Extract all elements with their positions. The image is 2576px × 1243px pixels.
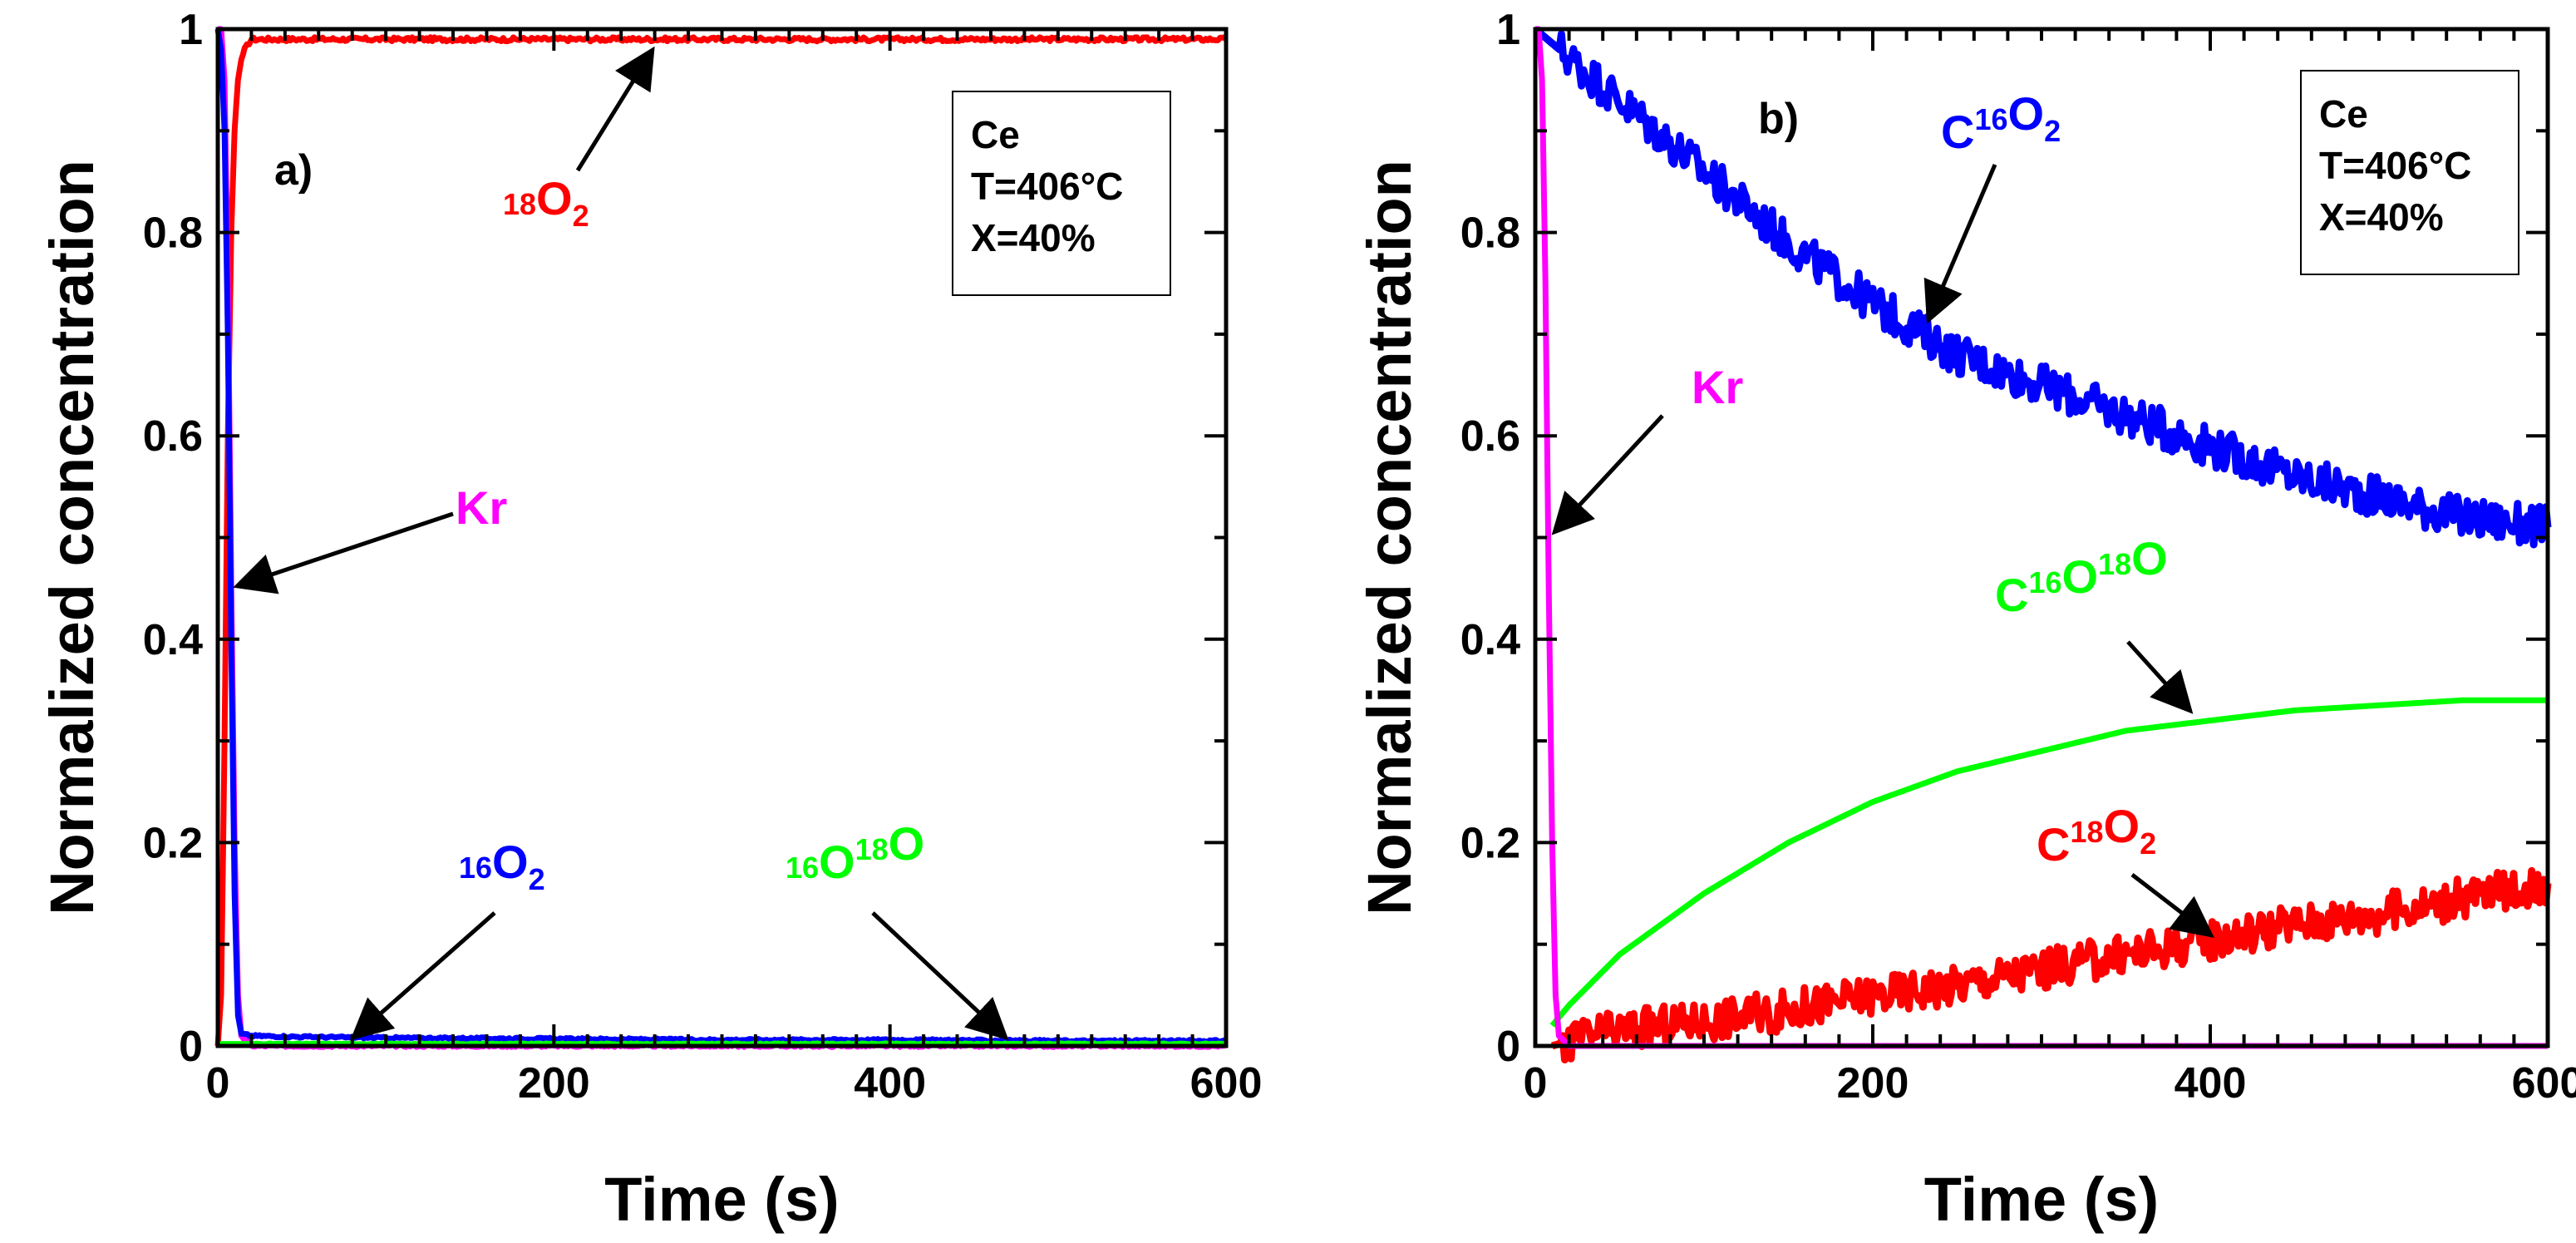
series-label-16o18o: 16O18O: [786, 817, 924, 888]
series-label-kr: Kr: [1692, 361, 1743, 413]
info-box-line: X=40%: [2319, 195, 2444, 239]
info-box-line: Ce: [2319, 92, 2368, 136]
y-tick-label: 0.8: [143, 210, 203, 258]
panel-tag: a): [274, 146, 313, 195]
x-axis-title: Time (s): [1924, 1165, 2159, 1234]
y-tick-label: 0.2: [143, 819, 203, 867]
info-box-line: X=40%: [971, 216, 1096, 259]
info-box-line: T=406°C: [2319, 144, 2471, 187]
y-tick-label: 0.6: [1460, 412, 1520, 461]
x-tick-label: 0: [206, 1059, 230, 1107]
series-line-c16o2: [1533, 26, 2552, 549]
x-axis-title: Time (s): [604, 1165, 839, 1234]
annotation-arrow: [233, 511, 454, 594]
series-label-18o2: 18O2: [503, 172, 589, 233]
panel-tag: b): [1758, 95, 1799, 143]
info-box-line: Ce: [971, 113, 1020, 156]
series-line-c18o2: [1550, 866, 2552, 1063]
y-tick-label: 1: [1496, 6, 1520, 54]
series-label-c16o2: C16O2: [1941, 87, 2061, 158]
y-tick-label: 0.4: [143, 616, 203, 664]
info-box: [952, 91, 1171, 296]
y-axis-title: Normalized concentration: [1355, 160, 1424, 915]
y-axis-title: Normalized concentration: [37, 160, 106, 915]
series-label-c18o2: C18O2: [2037, 800, 2156, 871]
annotation-arrow: [2130, 873, 2214, 939]
annotation-arrow: [2126, 640, 2194, 714]
y-tick-label: 1: [179, 6, 203, 54]
series-label-c16o18o: C16O18O: [1995, 532, 2168, 621]
y-tick-label: 0.2: [1460, 819, 1520, 867]
x-tick-label: 400: [2175, 1059, 2247, 1107]
series-label-kr: Kr: [456, 481, 507, 534]
y-tick-label: 0.8: [1460, 210, 1520, 258]
x-tick-label: 200: [518, 1059, 590, 1107]
x-tick-label: 600: [1190, 1059, 1263, 1107]
annotation-arrow: [1551, 414, 1664, 535]
info-box-line: T=406°C: [971, 165, 1123, 208]
y-tick-label: 0: [179, 1023, 203, 1071]
panel-b: 0 200 400 600 0 0.2 0.4 0.6 0.8 1 Time (s) Normaliz…: [1355, 6, 2576, 1234]
panel-a: 0 200 400 600 0 0.2 0.4 0.6 0.8 1 Time (s) Normaliz…: [37, 6, 1262, 1234]
annotation-arrow: [1923, 164, 1997, 324]
series-label-16o2: 16O2: [459, 836, 545, 896]
annotation-arrow: [871, 911, 1009, 1041]
info-box: [2300, 70, 2519, 275]
y-tick-label: 0.4: [1460, 616, 1520, 664]
annotation-arrow: [350, 911, 496, 1041]
y-tick-label: 0: [1496, 1023, 1520, 1071]
x-tick-label: 400: [854, 1059, 926, 1107]
x-tick-label: 0: [1524, 1059, 1548, 1107]
y-tick-label: 0.6: [143, 412, 203, 461]
x-tick-label: 600: [2512, 1059, 2576, 1107]
series-line-c16o18o: [1549, 697, 2549, 1028]
annotation-arrow: [575, 46, 655, 172]
x-tick-label: 200: [1837, 1059, 1909, 1107]
